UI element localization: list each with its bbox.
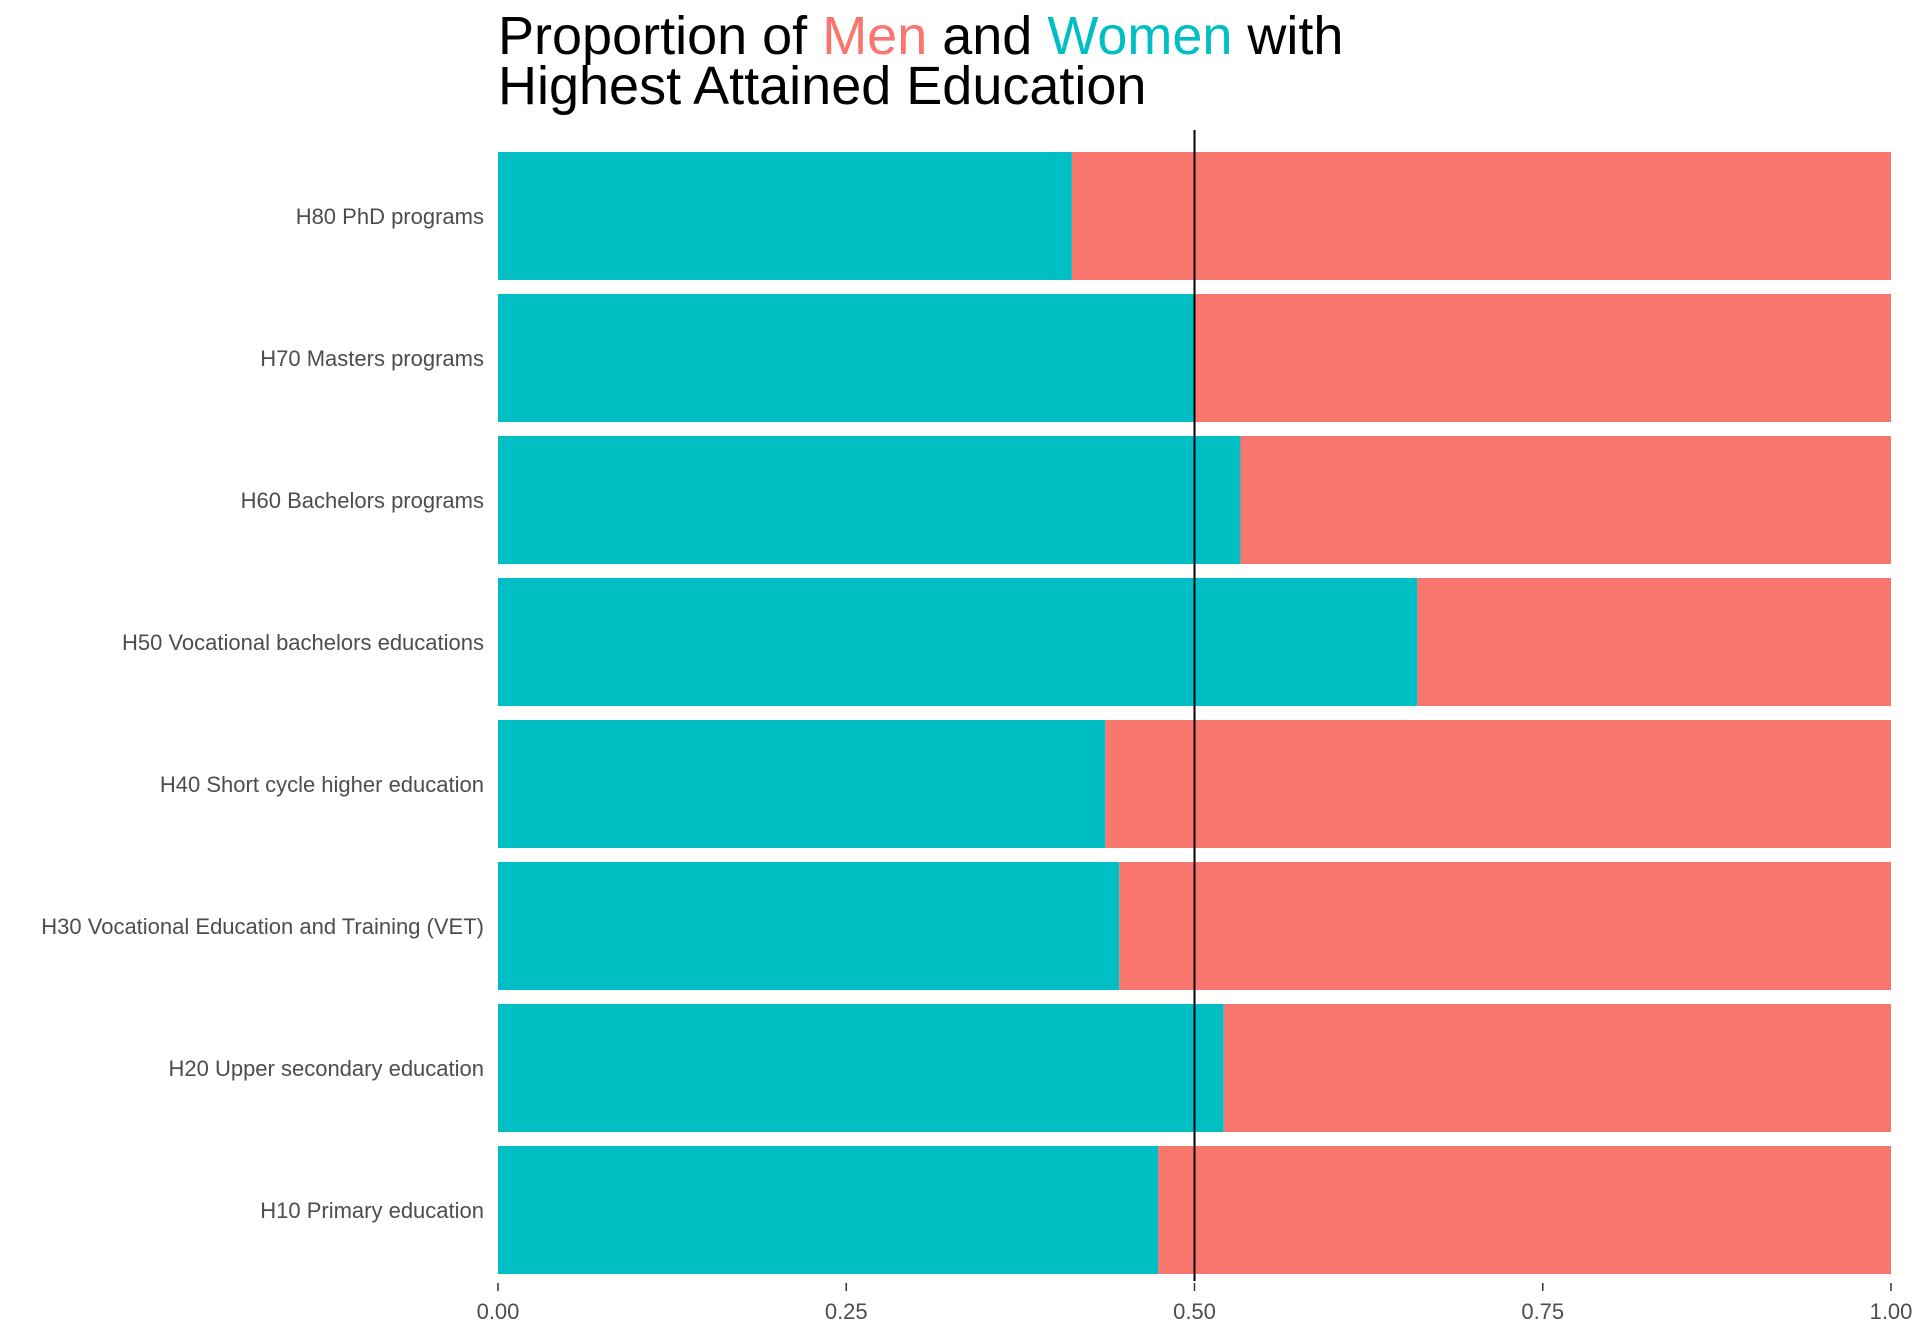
bar-women-7 xyxy=(498,1004,1224,1132)
bar-men-5 xyxy=(1105,720,1891,848)
bar-women-1 xyxy=(498,152,1072,280)
x-tick-label: 0.75 xyxy=(1521,1299,1564,1324)
title-segment-text: with xyxy=(1232,6,1343,66)
x-tick-label: 0.25 xyxy=(825,1299,868,1324)
bar-women-2 xyxy=(498,294,1195,422)
bar-men-2 xyxy=(1194,294,1891,422)
category-label: H70 Masters programs xyxy=(260,346,484,371)
bar-women-3 xyxy=(498,436,1241,564)
bars xyxy=(498,152,1891,1274)
title-segment-women: Women xyxy=(1047,6,1232,66)
category-label: H40 Short cycle higher education xyxy=(160,772,484,797)
category-label: H50 Vocational bachelors educations xyxy=(122,630,484,655)
category-labels: H80 PhD programs H70 Masters programs H60 … xyxy=(41,204,484,1223)
title-segment-text: and xyxy=(927,6,1047,66)
bar-women-8 xyxy=(498,1146,1159,1274)
category-label: H60 Bachelors programs xyxy=(241,488,484,513)
chart-title-line-2: Highest Attained Education xyxy=(498,56,1146,116)
category-label: H30 Vocational Education and Training (V… xyxy=(41,914,484,939)
x-tick-label: 0.00 xyxy=(477,1299,520,1324)
bar-men-7 xyxy=(1223,1004,1891,1132)
bar-men-6 xyxy=(1119,862,1891,990)
bar-women-6 xyxy=(498,862,1120,990)
title-segment-text: Proportion of xyxy=(498,6,822,66)
category-label: H10 Primary education xyxy=(260,1198,484,1223)
bar-men-3 xyxy=(1240,436,1891,564)
bar-men-1 xyxy=(1071,152,1891,280)
chart-title-line-1: Proportion of Men and Women with xyxy=(498,6,1343,66)
bar-men-8 xyxy=(1158,1146,1891,1274)
bar-women-5 xyxy=(498,720,1106,848)
title-segment-men: Men xyxy=(822,6,927,66)
chart-title: Proportion of Men and Women withHighest … xyxy=(498,6,1343,116)
category-label: H80 PhD programs xyxy=(296,204,484,229)
x-axis-ticks: 0.00 0.25 0.50 0.75 1.00 xyxy=(477,1283,1913,1324)
bar-women-4 xyxy=(498,578,1418,706)
x-tick-label: 0.50 xyxy=(1173,1299,1216,1324)
bar-men-4 xyxy=(1417,578,1891,706)
category-label: H20 Upper secondary education xyxy=(168,1056,484,1081)
x-tick-label: 1.00 xyxy=(1870,1299,1913,1324)
